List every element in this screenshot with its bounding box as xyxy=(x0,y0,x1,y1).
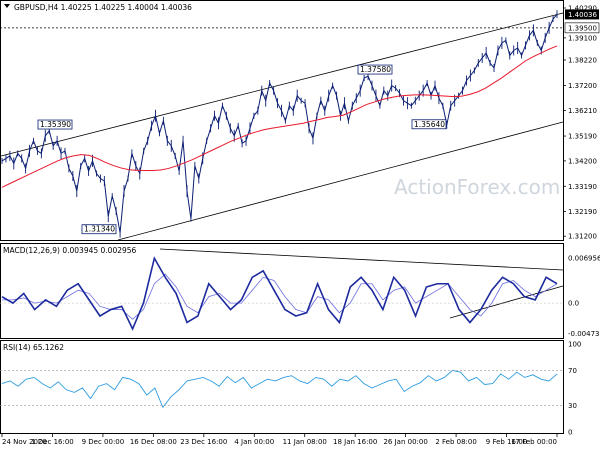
level-price-box xyxy=(564,22,600,34)
x-tick-label: 23 Dec 16:00 xyxy=(180,438,227,446)
level-price-label: 1.39500 xyxy=(568,24,597,32)
x-tick-label: 4 Jan 00:00 xyxy=(234,438,274,446)
price-annotation-label: 1.35640 xyxy=(414,120,445,129)
price-annotation-box xyxy=(81,224,117,235)
rsi-y-tick-label: 70 xyxy=(568,367,577,375)
x-tick-label: 2 Feb 08:00 xyxy=(435,438,476,446)
rsi-y-tick-label: 100 xyxy=(568,341,581,349)
x-tick-label: 26 Jan 00:00 xyxy=(383,438,427,446)
price-y-tick-label: 1.37200 xyxy=(568,82,597,90)
current-price-box xyxy=(565,9,599,20)
price-line xyxy=(1,13,558,233)
price-y-tick-label: 1.40290 xyxy=(568,5,597,13)
current-price-label: 1.40036 xyxy=(568,11,597,19)
rsi-line xyxy=(1,369,558,409)
rsi-y-tick-label: 0 xyxy=(568,429,572,437)
lower-channel-line xyxy=(117,121,564,241)
macd-panel-frame xyxy=(0,243,564,339)
x-tick-label: 24 Nov 2020 xyxy=(2,438,47,446)
symbol-header: GBPUSD,H4 1.40225 1.40225 1.40004 1.4003… xyxy=(14,3,192,12)
x-tick-label: 16 Dec 08:00 xyxy=(130,438,177,446)
macd-line xyxy=(1,256,558,331)
x-tick-label: 9 Dec 00:00 xyxy=(82,438,125,446)
macd-lower-trendline xyxy=(449,285,564,319)
price-annotation-label: 1.37580 xyxy=(360,65,391,74)
price-y-tick-label: 1.35190 xyxy=(568,133,597,141)
macd-y-tick-label: -0.004736 xyxy=(568,330,600,338)
price-y-tick-label: 1.38220 xyxy=(568,56,597,64)
rsi-y-tick-label: 30 xyxy=(568,402,577,410)
price-y-tick-label: 1.33190 xyxy=(568,183,597,191)
macd-y-tick-label: 0.006956 xyxy=(568,255,600,263)
price-annotation-label: 1.35390 xyxy=(40,120,71,129)
macd-header: MACD(12,26,9) 0.003945 0.002956 xyxy=(3,246,137,255)
price-y-tick-label: 1.36210 xyxy=(568,107,597,115)
upper-channel-line xyxy=(0,12,564,157)
price-y-tick-label: 1.34200 xyxy=(568,157,597,165)
x-tick-label: 1 Dec 16:00 xyxy=(31,438,74,446)
watermark: ActionForex.com xyxy=(394,175,560,199)
price-y-tick-label: 1.32190 xyxy=(568,208,597,216)
rsi-header: RSI(14) 65.1262 xyxy=(3,343,64,352)
price-annotation-box xyxy=(357,64,393,75)
x-tick-label: 17 Feb 00:00 xyxy=(511,438,557,446)
price-y-tick-label: 1.31200 xyxy=(568,233,597,241)
x-tick-label: 11 Jan 08:00 xyxy=(283,438,327,446)
macd-upper-trendline xyxy=(159,248,564,271)
price-annotation-label: 1.31340 xyxy=(84,225,115,234)
chevron-down-icon[interactable] xyxy=(4,4,10,8)
x-tick-label: 9 Feb 16:00 xyxy=(486,438,527,446)
price-panel-frame xyxy=(0,0,564,241)
price-y-tick-label: 1.39100 xyxy=(568,34,597,42)
price-annotation-box xyxy=(37,119,73,130)
x-tick-label: 18 Jan 16:00 xyxy=(333,438,377,446)
price-annotation-box xyxy=(411,119,447,130)
macd-signal-line xyxy=(2,273,558,320)
rsi-panel-frame xyxy=(0,340,564,434)
moving-average-line xyxy=(1,45,558,188)
macd-y-tick-label: 0.0 xyxy=(568,300,579,308)
